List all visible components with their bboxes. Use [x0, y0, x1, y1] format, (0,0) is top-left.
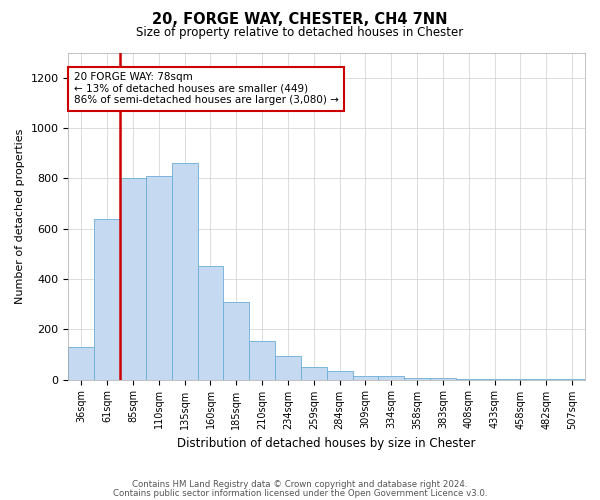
- Bar: [275, 356, 301, 380]
- Text: Contains public sector information licensed under the Open Government Licence v3: Contains public sector information licen…: [113, 489, 487, 498]
- Bar: [379, 376, 404, 380]
- Bar: [94, 218, 120, 380]
- Bar: [353, 376, 379, 380]
- Bar: [197, 266, 223, 380]
- Y-axis label: Number of detached properties: Number of detached properties: [15, 128, 25, 304]
- Bar: [172, 163, 197, 380]
- Bar: [68, 347, 94, 380]
- X-axis label: Distribution of detached houses by size in Chester: Distribution of detached houses by size …: [178, 437, 476, 450]
- Bar: [533, 379, 559, 380]
- Text: Contains HM Land Registry data © Crown copyright and database right 2024.: Contains HM Land Registry data © Crown c…: [132, 480, 468, 489]
- Bar: [482, 379, 508, 380]
- Bar: [327, 371, 353, 380]
- Bar: [249, 340, 275, 380]
- Bar: [301, 367, 327, 380]
- Bar: [146, 176, 172, 380]
- Bar: [404, 378, 430, 380]
- Text: Size of property relative to detached houses in Chester: Size of property relative to detached ho…: [136, 26, 464, 39]
- Bar: [120, 178, 146, 380]
- Bar: [456, 379, 482, 380]
- Bar: [508, 379, 533, 380]
- Text: 20 FORGE WAY: 78sqm
← 13% of detached houses are smaller (449)
86% of semi-detac: 20 FORGE WAY: 78sqm ← 13% of detached ho…: [74, 72, 338, 106]
- Bar: [223, 302, 249, 380]
- Text: 20, FORGE WAY, CHESTER, CH4 7NN: 20, FORGE WAY, CHESTER, CH4 7NN: [152, 12, 448, 28]
- Bar: [430, 378, 456, 380]
